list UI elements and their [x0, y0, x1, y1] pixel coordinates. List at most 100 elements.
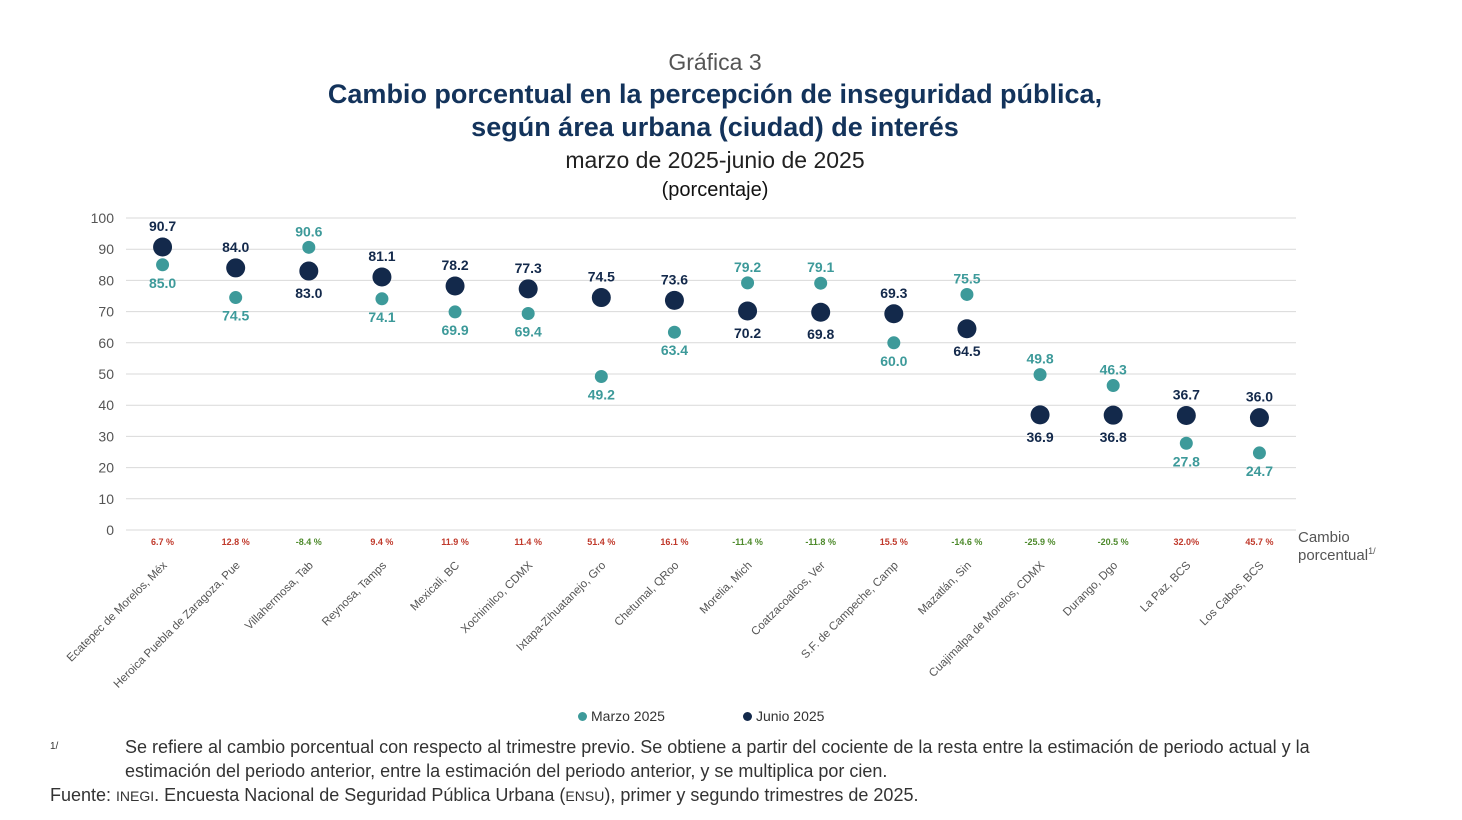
y-tick-label: 0	[106, 522, 114, 538]
change-label: 45.7 %	[1245, 537, 1273, 547]
point-marzo	[375, 292, 389, 306]
point-marzo	[741, 276, 755, 290]
legend-item-junio: Junio 2025	[742, 708, 825, 724]
footnote-text: Se refiere al cambio porcentual con resp…	[125, 737, 1310, 781]
data-label-marzo: 75.5	[953, 270, 980, 286]
data-points	[153, 237, 1269, 460]
change-label: -8.4 %	[296, 537, 322, 547]
y-tick-label: 20	[98, 460, 114, 476]
point-marzo	[1179, 436, 1193, 450]
point-marzo	[156, 258, 170, 272]
source-prefix: Fuente:	[50, 785, 117, 805]
change-label: -20.5 %	[1098, 537, 1129, 547]
category-label: La Paz, BCS	[1138, 559, 1193, 614]
legend: Marzo 2025 Junio 2025	[578, 708, 824, 724]
change-label: 12.8 %	[222, 537, 250, 547]
point-marzo	[521, 306, 535, 320]
data-label-junio: 36.8	[1100, 429, 1127, 445]
change-label: -11.4 %	[732, 537, 763, 547]
change-axis-label-line1: Cambio	[1298, 529, 1350, 546]
chart-subtitle: marzo de 2025-junio de 2025	[565, 147, 865, 173]
point-marzo	[814, 276, 828, 290]
legend-item-marzo: Marzo 2025	[578, 708, 665, 724]
data-label-marzo: 63.4	[661, 342, 688, 358]
data-label-junio: 90.7	[149, 218, 176, 234]
y-tick-label: 50	[98, 366, 114, 382]
point-junio	[226, 258, 246, 278]
scatter-chart: 0 10 20 30 40 50 60 70 80 90 100 6.7 % 12.8 % -8.4 %…	[65, 210, 1376, 691]
change-axis-label-line2: porcentual1/	[1298, 546, 1376, 564]
data-label-junio: 84.0	[222, 239, 249, 255]
change-label: 6.7 %	[151, 537, 174, 547]
data-label-marzo: 90.6	[295, 223, 322, 239]
change-label: 32.0%	[1174, 537, 1200, 547]
point-junio	[1249, 408, 1269, 428]
source-survey: ENSU	[565, 788, 605, 804]
point-junio	[299, 261, 319, 281]
point-junio	[1103, 405, 1123, 425]
change-label: 11.4 %	[514, 537, 542, 547]
point-marzo	[1106, 379, 1120, 393]
y-tick-label: 40	[98, 397, 114, 413]
point-junio	[372, 267, 392, 287]
point-marzo	[887, 336, 901, 350]
point-junio	[811, 302, 831, 322]
data-label-junio: 77.3	[515, 260, 542, 276]
data-label-junio: 69.8	[807, 326, 834, 342]
point-marzo	[594, 369, 608, 383]
legend-swatch-marzo	[578, 711, 587, 721]
source-middle: . Encuesta Nacional de Seguridad Pública…	[154, 785, 566, 805]
change-label: 15.5 %	[880, 537, 908, 547]
data-label-junio: 70.2	[734, 325, 761, 341]
point-marzo	[960, 287, 974, 301]
title-block: Gráfica 3 Cambio porcentual en la percep…	[0, 46, 1430, 204]
source-suffix: ), primer y segundo trimestres de 2025.	[604, 785, 919, 805]
data-label-marzo: 74.5	[222, 308, 249, 324]
data-label-junio: 74.5	[588, 269, 615, 285]
category-label: Reynosa, Tamps	[320, 559, 389, 628]
data-label-junio: 36.9	[1026, 429, 1053, 445]
chart-title-line2: según área urbana (ciudad) de interés	[471, 112, 959, 142]
category-label: Los Cabos, BCS	[1198, 559, 1267, 628]
y-tick-label: 100	[91, 210, 115, 226]
data-label-marzo: 79.2	[734, 259, 761, 275]
change-labels: 6.7 % 12.8 % -8.4 % 9.4 % 11.9 % 11.4 % 51.4 %…	[151, 537, 1273, 547]
category-label: Villahermosa, Tab	[243, 560, 316, 633]
category-label: Durango, Dgo	[1061, 560, 1120, 619]
point-junio	[518, 279, 538, 299]
data-label-junio: 78.2	[441, 257, 468, 273]
change-label: -25.9 %	[1025, 537, 1056, 547]
footnote: 1/ Se refiere al cambio porcentual con r…	[50, 735, 1370, 783]
y-tick-label: 70	[98, 304, 114, 320]
data-label-junio: 64.5	[953, 343, 980, 359]
category-label: Coatzacoalcos, Ver	[749, 560, 828, 639]
category-label: Heroica Puebla de Zaragoza, Pue	[112, 560, 243, 691]
change-label: 51.4 %	[587, 537, 615, 547]
point-junio	[1030, 405, 1050, 425]
change-label: 9.4 %	[370, 537, 393, 547]
chart-units: (porcentaje)	[661, 179, 769, 201]
point-marzo	[229, 291, 243, 305]
grid-lines	[126, 217, 1296, 531]
data-label-marzo: 60.0	[880, 353, 907, 369]
category-label: Cuajimalpa de Morelos, CDMX	[927, 559, 1047, 679]
point-junio	[738, 301, 758, 321]
point-marzo	[1033, 368, 1047, 382]
data-label-marzo: 85.0	[149, 275, 176, 291]
data-label-marzo: 27.8	[1173, 453, 1200, 469]
data-label-junio: 81.1	[368, 248, 395, 264]
y-tick-labels: 0 10 20 30 40 50 60 70 80 90 100	[91, 210, 115, 538]
category-label: Morelia, Mich	[698, 560, 755, 617]
data-label-junio: 83.0	[295, 285, 322, 301]
point-junio	[884, 304, 904, 324]
point-marzo	[1252, 446, 1266, 460]
source-note: Fuente: INEGI. Encuesta Nacional de Segu…	[50, 785, 918, 806]
data-label-junio: 36.7	[1173, 386, 1200, 402]
y-tick-label: 30	[98, 428, 114, 444]
legend-swatch-junio	[742, 711, 752, 721]
legend-label-junio: Junio 2025	[755, 708, 825, 724]
category-label: Chetumal, QRoo	[613, 560, 682, 629]
point-junio	[591, 288, 611, 308]
data-label-junio: 73.6	[661, 271, 688, 287]
